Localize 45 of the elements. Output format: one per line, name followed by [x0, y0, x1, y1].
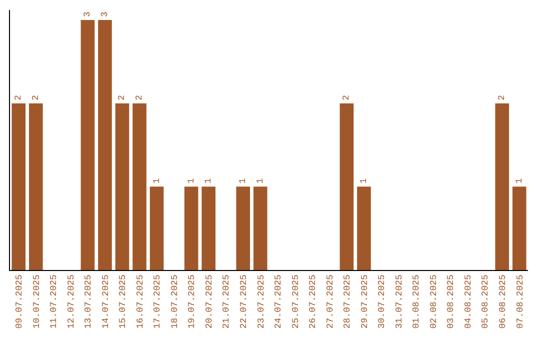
- x-tick-label: 07.08.2025: [515, 274, 526, 329]
- x-tick-label: 20.07.2025: [204, 274, 214, 329]
- x-tick-label: 25.07.2025: [290, 274, 301, 329]
- x-tick-label: 23.07.2025: [256, 274, 266, 329]
- x-tick-label: 11.07.2025: [49, 274, 60, 329]
- x-tick-label: 10.07.2025: [32, 274, 42, 329]
- data-label: 2: [14, 94, 24, 100]
- data-label: 1: [358, 178, 369, 184]
- data-label: 1: [152, 178, 162, 184]
- data-label: 2: [134, 94, 144, 100]
- x-tick-label: 03.08.2025: [446, 274, 456, 329]
- data-label: 2: [342, 94, 352, 100]
- x-tick-label: 30.07.2025: [377, 274, 388, 329]
- x-tick-label: 02.08.2025: [428, 274, 439, 329]
- data-label: 1: [204, 178, 214, 184]
- data-label: 2: [117, 94, 128, 100]
- x-tick-label: 14.07.2025: [100, 274, 111, 329]
- data-label: 1: [238, 178, 248, 184]
- x-tick-label: 26.07.2025: [308, 274, 318, 329]
- data-label: 2: [497, 94, 508, 100]
- x-tick-label: 22.07.2025: [239, 274, 250, 329]
- x-tick-label: 04.08.2025: [463, 274, 474, 329]
- x-tick-label: 27.07.2025: [325, 274, 336, 329]
- x-tick-label: 28.07.2025: [342, 274, 353, 329]
- data-label: 2: [30, 94, 41, 100]
- x-tick-label: 21.07.2025: [222, 274, 232, 329]
- x-tick-label: 06.08.2025: [498, 274, 508, 329]
- x-tick-label: 01.08.2025: [412, 274, 422, 329]
- data-label: 1: [514, 178, 524, 184]
- x-tick-label: 09.07.2025: [14, 274, 25, 329]
- x-tick-label: 13.07.2025: [84, 274, 94, 329]
- x-tick-label: 18.07.2025: [170, 274, 180, 329]
- data-label: 3: [100, 12, 110, 17]
- data-label: 1: [186, 178, 196, 184]
- x-tick-label: 15.07.2025: [118, 274, 128, 329]
- x-tick-label: 17.07.2025: [152, 274, 163, 329]
- x-tick-label: 12.07.2025: [66, 274, 76, 329]
- x-tick-label: 29.07.2025: [360, 274, 370, 329]
- x-tick-label: 19.07.2025: [187, 274, 198, 329]
- x-tick-label: 05.08.2025: [480, 274, 491, 329]
- x-tick-label: 16.07.2025: [135, 274, 146, 329]
- data-label: 1: [255, 178, 266, 184]
- x-tick-label: 24.07.2025: [274, 274, 284, 329]
- x-tick-label: 31.07.2025: [394, 274, 404, 329]
- data-label: 3: [82, 12, 93, 17]
